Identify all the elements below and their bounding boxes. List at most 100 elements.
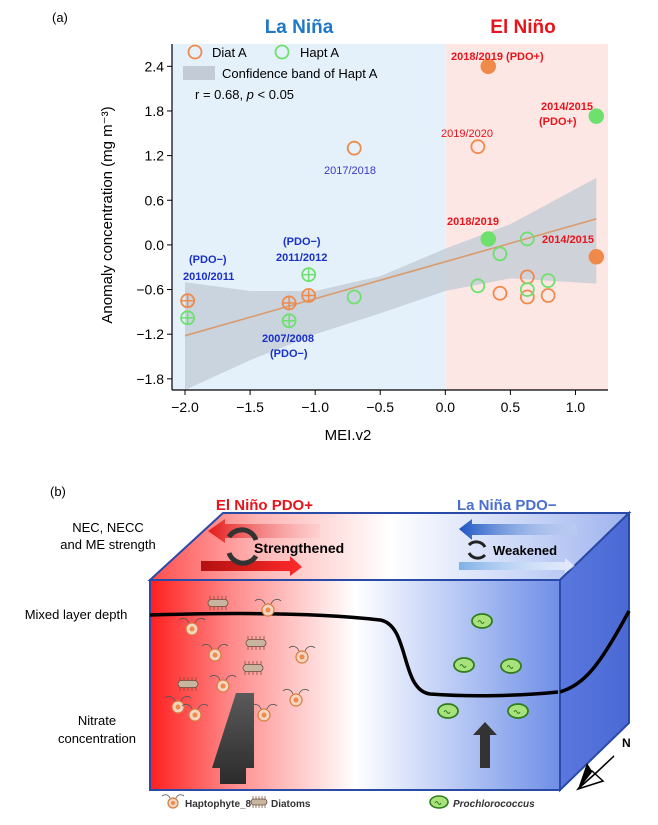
legend-stats: r = 0.68, p < 0.05	[195, 87, 294, 102]
panel-b-label: (b)	[50, 484, 66, 499]
y-tick-label: 1.2	[145, 148, 165, 164]
haptophyte-cell	[254, 598, 282, 617]
organism-legend: Haptophyte_8 Diatoms Prochlorococcus	[161, 794, 535, 810]
haptophyte-flagella	[288, 645, 316, 652]
annotation-pdo-minus-2007: (PDO−)	[270, 348, 308, 360]
diatom-cell	[177, 677, 199, 691]
prochlorococcus-legend-label: Prochlorococcus	[453, 799, 535, 810]
legend-hapt-marker	[274, 44, 290, 60]
nec-label-line2: and ME strength	[60, 537, 155, 552]
nitrate-arrow-la-nina	[473, 722, 497, 768]
annotation-2010-2011: 2010/2011	[183, 271, 234, 283]
diatom-legend-icon	[250, 796, 268, 808]
compass-south-half	[575, 769, 605, 791]
red-arrow-lower	[201, 556, 302, 576]
prochlorococcus-detail	[506, 665, 514, 669]
circulation-icon-top	[226, 527, 259, 542]
compass-north-label: N	[622, 736, 631, 750]
x-tick-label: −1.0	[301, 399, 329, 415]
y-tick-label: 1.8	[145, 103, 165, 119]
diatom-cell	[242, 661, 264, 675]
x-tick-label: −0.5	[366, 399, 394, 415]
x-tick-label: 0.0	[436, 399, 456, 415]
circulation-icon-bottom	[226, 551, 259, 566]
haptophyte-cell	[201, 643, 229, 662]
el-nino-pdo-plus-label: El Niño PDO+	[216, 497, 313, 514]
legend-hapt-label: Hapt A	[300, 45, 339, 60]
prochlorococcus-cell	[507, 703, 529, 719]
compass-north-half	[578, 763, 592, 789]
haptophyte-flagella	[164, 695, 192, 702]
haptophyte-nucleus	[192, 712, 198, 718]
prochlorococcus-detail	[459, 664, 467, 668]
diat-point	[588, 249, 605, 265]
red-arrow-upper	[208, 519, 320, 543]
hapt-point	[519, 231, 535, 247]
annotation-2014-2015: 2014/2015	[542, 234, 594, 246]
x-tick-label: 1.0	[566, 399, 586, 415]
prochlorococcus-legend-icon	[429, 795, 449, 809]
prochlorococcus-body	[453, 657, 475, 673]
haptophyte-flagella	[209, 674, 237, 681]
haptophyte-flagella	[181, 703, 209, 710]
north-compass: N	[575, 736, 631, 791]
prochlorococcus-cell	[453, 657, 475, 673]
y-tick-label: −1.8	[136, 371, 164, 387]
hapt-point	[492, 246, 508, 262]
prochlorococcus-detail	[513, 710, 521, 714]
annotation-2018-2019: 2018/2019	[447, 216, 499, 228]
haptophyte-flagella	[250, 703, 278, 710]
panel-a-label: (a)	[52, 10, 68, 25]
nec-label-line1: NEC, NECC	[72, 520, 144, 535]
diatom-body	[207, 599, 229, 607]
annotation-pdo-minus-2011: (PDO−)	[283, 236, 321, 248]
confidence-band	[185, 177, 597, 390]
regression-line	[184, 218, 597, 337]
annotation-2007-2008: 2007/2008	[262, 333, 314, 345]
compass-needle	[577, 755, 615, 790]
la-nina-title: La Niña	[265, 17, 334, 38]
diatom-body	[242, 664, 264, 672]
nitrate-label-line1: Nitrate	[78, 713, 116, 728]
diat-point	[519, 289, 535, 305]
diatom-cell	[207, 596, 229, 610]
haptophyte-nucleus	[175, 704, 181, 710]
y-axis-title: Anomaly concentration (mg m⁻³)	[99, 106, 116, 323]
y-tick-label: −1.2	[136, 326, 164, 342]
x-tick-label: −1.5	[236, 399, 264, 415]
haptophyte-cell	[164, 695, 192, 714]
haptophyte-nucleus	[293, 697, 299, 703]
legend-band-label: Confidence band of Hapt A	[222, 66, 378, 81]
haptophyte-flagella	[178, 617, 206, 624]
diatom-cell	[245, 636, 267, 650]
haptophyte-flagella	[201, 643, 229, 650]
hapt-point	[540, 273, 556, 289]
prochlorococcus-body	[471, 613, 493, 629]
diat-point	[540, 288, 556, 303]
haptophyte-cell	[288, 645, 316, 664]
haptophyte-nucleus	[265, 607, 271, 613]
x-tick-label: 0.5	[501, 399, 521, 415]
diat-point	[480, 58, 497, 75]
haptophyte-legend-label: Haptophyte_8	[185, 799, 252, 810]
annotation-2018-2019-pdo-plus: 2018/2019 (PDO+)	[451, 51, 544, 63]
diatom-body	[177, 680, 199, 688]
prochlorococcus-detail	[443, 710, 451, 714]
legend: Diat A Hapt A Confidence band of Hapt A …	[183, 44, 378, 102]
la-nina-current-arrows: Weakened	[459, 519, 577, 573]
diat-point	[346, 140, 362, 156]
hapt-point	[346, 289, 362, 305]
hapt-point	[588, 108, 605, 124]
haptophyte-cell	[181, 703, 209, 722]
prochlorococcus-body	[437, 703, 459, 719]
haptophyte-cell	[250, 703, 278, 722]
haptophyte-nucleus	[189, 626, 195, 632]
annotation-pdo-plus: (PDO+)	[539, 116, 577, 128]
prochlorococcus-body	[507, 703, 529, 719]
haptophyte-cell	[178, 617, 206, 636]
y-tick-label: 0.0	[145, 237, 165, 253]
blue-arrow-upper	[459, 519, 577, 540]
hapt-point	[470, 278, 486, 294]
legend-diat-marker	[187, 44, 203, 60]
scatter-plot: −2.0 −1.5 −1.0 −0.5 0.0 0.5 1.0 2.4 1.8 1.2 0.6 0.0…	[136, 44, 608, 415]
